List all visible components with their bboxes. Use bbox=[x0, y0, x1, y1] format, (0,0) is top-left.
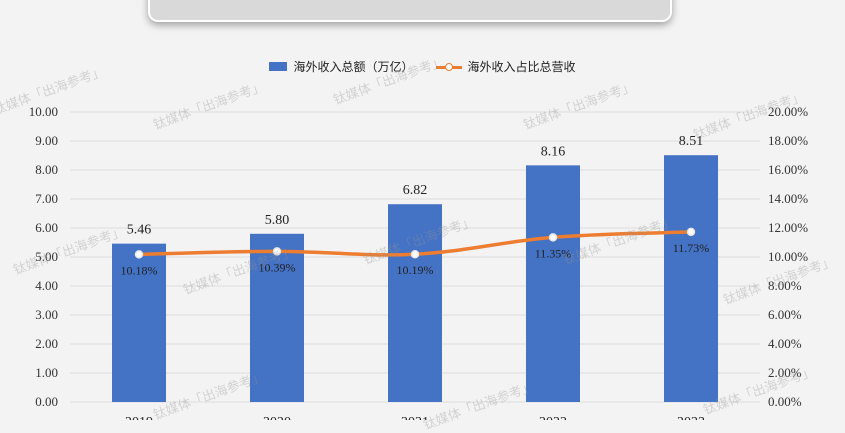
bar bbox=[664, 155, 718, 402]
y-right-tick-label: 8.00% bbox=[768, 278, 802, 293]
legend-line-swatch bbox=[435, 62, 462, 72]
share-value-label: 11.73% bbox=[673, 241, 710, 255]
y-left-tick-label: 7.00 bbox=[35, 191, 58, 206]
legend-bar-swatch bbox=[269, 62, 288, 71]
legend-line-label: 海外收入占比总营收 bbox=[467, 60, 576, 74]
share-point bbox=[410, 249, 420, 259]
x-tick-label: 2020 bbox=[263, 415, 291, 420]
bar-value-label: 5.80 bbox=[265, 213, 290, 228]
y-right-tick-label: 14.00% bbox=[768, 191, 808, 206]
legend-item-line: 海外收入占比总营收 bbox=[435, 58, 576, 75]
bar-value-label: 6.82 bbox=[403, 183, 428, 198]
chart-svg: 0.00 0.00% 1.00 2.00% 2.00 4.00% 3.00 6.00% 4.00… bbox=[29, 104, 809, 420]
x-tick-label: 2022 bbox=[539, 415, 567, 420]
x-tick-label: 2023 bbox=[677, 415, 705, 420]
y-left-tick-label: 8.00 bbox=[35, 162, 58, 177]
y-left-tick-label: 2.00 bbox=[35, 336, 58, 351]
y-right-tick-label: 12.00% bbox=[768, 220, 808, 235]
share-value-label: 10.18% bbox=[121, 263, 158, 277]
y-left-tick-label: 0.00 bbox=[35, 394, 58, 409]
bar bbox=[526, 165, 580, 402]
y-right-tick-label: 20.00% bbox=[768, 104, 808, 119]
bar-value-label: 8.16 bbox=[541, 144, 566, 159]
y-right-tick-label: 16.00% bbox=[768, 162, 808, 177]
y-left-tick-label: 5.00 bbox=[35, 249, 58, 264]
x-tick-label: 2021 bbox=[401, 415, 429, 420]
bar bbox=[250, 233, 304, 402]
share-value-label: 10.39% bbox=[259, 260, 296, 274]
share-point bbox=[686, 227, 696, 237]
y-right-tick-label: 10.00% bbox=[768, 249, 808, 264]
share-point bbox=[134, 250, 144, 259]
y-right-tick-label: 4.00% bbox=[768, 336, 802, 351]
x-tick-label: 2019 bbox=[125, 415, 153, 420]
legend-bar-label: 海外收入总额（万亿） bbox=[293, 60, 414, 74]
y-left-tick-label: 9.00 bbox=[35, 133, 58, 148]
share-value-label: 11.35% bbox=[535, 246, 572, 260]
bar-value-label: 8.51 bbox=[679, 134, 704, 149]
y-right-tick-label: 18.00% bbox=[768, 133, 808, 148]
y-left-tick-label: 10.00 bbox=[29, 104, 58, 119]
bar bbox=[112, 243, 166, 402]
legend: 海外收入总额（万亿） 海外收入占比总营收 bbox=[0, 58, 845, 75]
y-left-tick-label: 3.00 bbox=[35, 307, 58, 322]
y-left-tick-label: 6.00 bbox=[35, 220, 58, 235]
y-right-tick-label: 6.00% bbox=[768, 307, 802, 322]
bar bbox=[388, 204, 442, 402]
share-point bbox=[272, 247, 282, 256]
title-banner bbox=[148, 0, 672, 22]
bar-value-label: 5.46 bbox=[127, 223, 152, 238]
y-left-tick-label: 4.00 bbox=[35, 278, 58, 293]
legend-item-bar: 海外收入总额（万亿） bbox=[269, 58, 414, 75]
share-value-label: 10.19% bbox=[397, 263, 434, 277]
y-right-tick-label: 2.00% bbox=[768, 365, 802, 380]
y-left-tick-label: 1.00 bbox=[35, 365, 58, 380]
y-right-tick-label: 0.00% bbox=[768, 394, 802, 409]
share-point bbox=[548, 233, 558, 242]
